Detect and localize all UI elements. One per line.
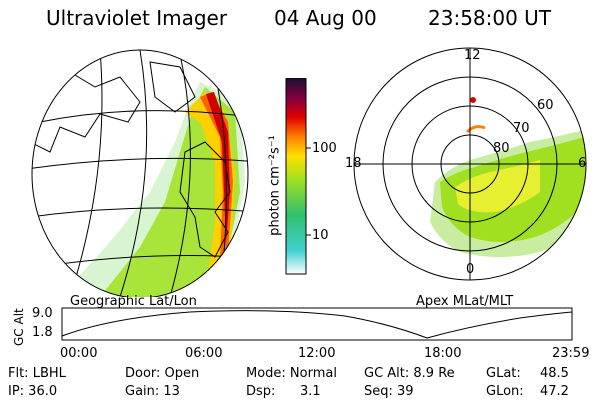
polar-aurora-bright [455, 160, 540, 213]
orbit-ytick-high: 9.0 [32, 306, 53, 321]
info-gc-alt: GC Alt: 8.9 Re [364, 366, 455, 381]
orbit-xtick-1200: 12:00 [298, 346, 336, 361]
colorbar [285, 78, 311, 275]
earth-limb [31, 49, 249, 297]
info-door: Door: Open [125, 366, 200, 381]
orbit-altitude-curve [61, 310, 573, 339]
instrument-title: Ultraviolet Imager [46, 6, 228, 30]
colorbar-tick-label-10: 10 [312, 228, 329, 243]
mlat-label-80: 80 [493, 141, 510, 156]
mlt-label-12: 12 [464, 48, 481, 63]
orbit-xtick-0000: 00:00 [60, 346, 98, 361]
polar-panel-caption: Apex MLat/MLT [416, 294, 514, 309]
polar-plot [353, 47, 587, 281]
info-glon-label: GLon: [486, 384, 524, 399]
info-glat-value: 48.5 [540, 366, 569, 381]
orbit-xtick-1800: 18:00 [424, 346, 462, 361]
orbit-altitude-plot [61, 307, 573, 341]
orbit-plot-frame [61, 307, 573, 341]
orbit-ytick-low: 1.8 [32, 325, 53, 340]
colorbar-gradient [285, 78, 307, 275]
mlat-label-70: 70 [513, 121, 530, 136]
mlat-label-60: 60 [537, 98, 554, 113]
geo-panel-caption: Geographic Lat/Lon [70, 294, 197, 309]
polar-grid [353, 47, 587, 281]
info-dsp-label: Dsp: [246, 384, 276, 399]
info-gain: Gain: 13 [125, 384, 180, 399]
info-ip: IP: 36.0 [8, 384, 58, 399]
orbit-ylabel: GC Alt [12, 308, 26, 346]
geographic-map [31, 49, 249, 297]
info-glon-value: 47.2 [540, 384, 569, 399]
polar-aurora-spot [470, 97, 476, 103]
coastline-greenland [149, 61, 196, 113]
aurora-core [206, 92, 230, 242]
info-glat-label: GLat: [486, 366, 521, 381]
mlt-label-6: 6 [578, 156, 587, 171]
orbit-xtick-0600: 06:00 [185, 346, 223, 361]
info-dsp-value: 3.1 [300, 384, 321, 399]
info-mode: Mode: Normal [246, 366, 337, 381]
polar-aurora-arc [465, 125, 486, 134]
orbit-xtick-2359: 23:59 [552, 346, 590, 361]
aurora-band [100, 87, 240, 297]
mlt-label-0: 0 [466, 262, 475, 277]
image-date: 04 Aug 00 [274, 6, 377, 30]
info-filter: Flt: LBHL [8, 366, 66, 381]
colorbar-tick-label-100: 100 [312, 141, 337, 156]
mlt-label-18: 18 [345, 156, 362, 171]
colorbar-unit-label: photon cm⁻²s⁻¹ [267, 135, 283, 236]
image-time: 23:58:00 UT [428, 6, 552, 30]
info-seq: Seq: 39 [364, 384, 414, 399]
coastline-north-america [32, 71, 141, 153]
